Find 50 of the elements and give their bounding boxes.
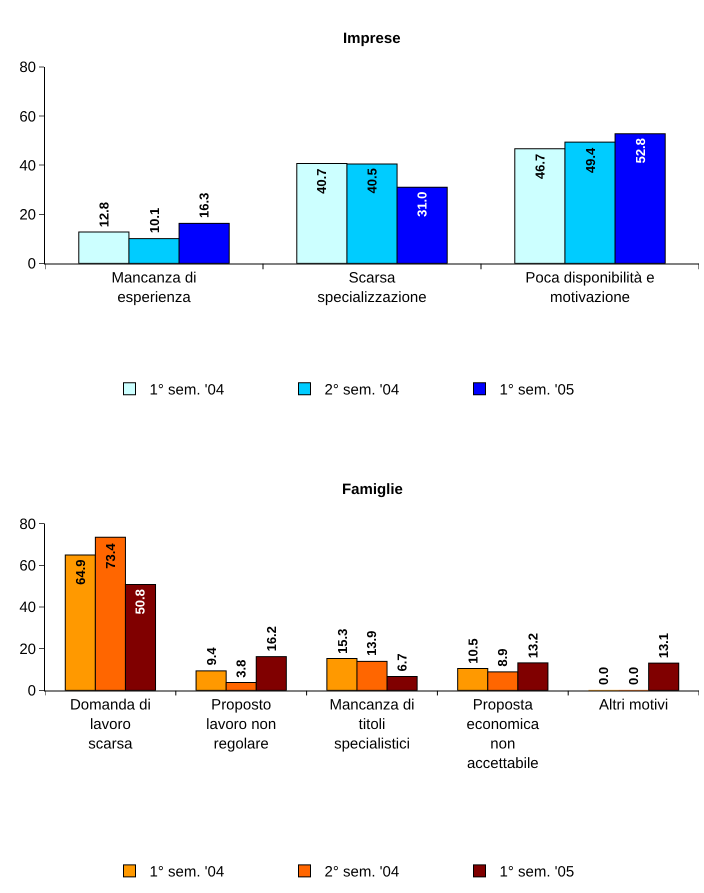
- y-tick-label: 40: [19, 157, 36, 174]
- x-tick-label: Poca disponibilità e motivazione: [525, 269, 655, 306]
- chart-title: Imprese: [343, 30, 401, 47]
- y-tick-label: 60: [19, 558, 36, 575]
- data-label: 31.0: [414, 192, 430, 217]
- x-tick-label: Proposto lavoro non regolare: [206, 696, 276, 752]
- data-label: 15.3: [334, 628, 350, 654]
- y-tick-label: 20: [19, 640, 36, 658]
- data-label: 10.5: [466, 638, 481, 664]
- data-label: 40.5: [364, 168, 380, 194]
- x-tick-label: Mancanza di esperienza: [111, 269, 197, 306]
- y-tick-label: 60: [19, 108, 36, 126]
- legend-label: 1° sem. '04: [150, 864, 224, 881]
- y-tick-label: 20: [19, 206, 36, 224]
- legend-label: 2° sem. '04: [324, 382, 400, 399]
- legend-label: 1° sem. '05: [500, 864, 574, 881]
- data-label: 46.7: [532, 154, 548, 180]
- data-label: 49.4: [582, 147, 598, 174]
- data-label: 10.1: [146, 208, 162, 234]
- x-tick-label: Altri motivi: [599, 696, 668, 714]
- y-tick-label: 80: [19, 516, 36, 533]
- data-label: 13.1: [656, 632, 672, 658]
- x-tick-label: Proposta economica non accettabile: [466, 696, 540, 772]
- data-label: 3.8: [234, 660, 249, 678]
- y-tick-label: 80: [19, 59, 36, 76]
- data-label: 16.3: [196, 192, 212, 218]
- data-label: 0.0: [626, 666, 642, 686]
- y-tick-label: 40: [19, 599, 36, 616]
- data-label: 8.9: [494, 648, 510, 667]
- y-tick-label: 0: [28, 256, 36, 273]
- x-tick-label: Domanda di lavoro scarsa: [70, 696, 151, 752]
- data-label: 12.8: [96, 202, 112, 228]
- data-label: 16.2: [264, 626, 280, 652]
- data-label: 13.2: [525, 632, 540, 658]
- data-label: 6.7: [394, 653, 410, 672]
- legend-label: 2° sem. '04: [324, 864, 400, 881]
- x-tick-label: Mancanza di titoli specialistici: [329, 696, 415, 752]
- x-tick-label: Scarsa specializzazione: [317, 269, 427, 306]
- data-label: 73.4: [103, 542, 118, 569]
- legend-label: 1° sem. '05: [500, 382, 574, 399]
- data-label: 50.8: [132, 589, 148, 614]
- data-label: 52.8: [632, 138, 648, 164]
- data-label: 64.9: [72, 560, 88, 585]
- data-label: 13.9: [364, 630, 380, 656]
- y-tick-label: 0: [28, 682, 36, 700]
- legend-label: 1° sem. '04: [150, 382, 224, 399]
- chart-title: Famiglie: [342, 481, 403, 498]
- data-label: 40.7: [314, 168, 329, 194]
- data-label: 9.4: [204, 646, 219, 666]
- data-label: 0.0: [596, 666, 612, 685]
